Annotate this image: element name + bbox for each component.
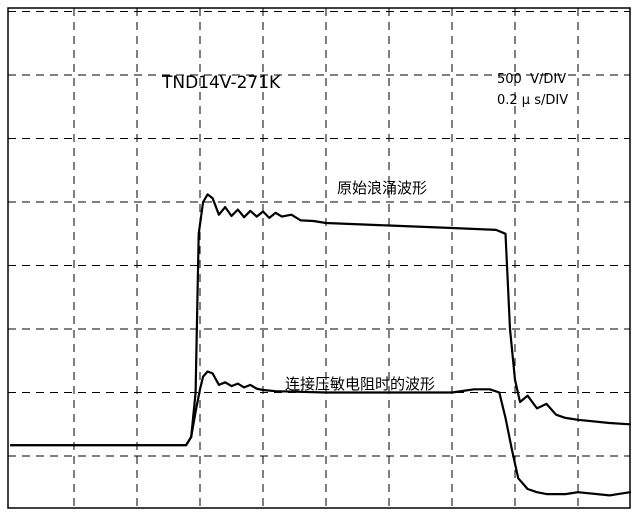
trace-original-surge [9, 193, 632, 447]
series-label-with-varistor: 连接压敏电阻时的波形 [285, 375, 435, 393]
traces [9, 193, 632, 497]
grid [8, 8, 630, 508]
trace-with-varistor [9, 370, 632, 497]
screen-border [7, 7, 631, 509]
time-scale-label: 0.2 μ s/DIV [497, 93, 568, 108]
voltage-scale-label: 500 V/DIV [497, 72, 566, 87]
series-label-original-surge: 原始浪涌波形 [337, 179, 427, 197]
chart-title: TND14V-271K [161, 73, 281, 93]
